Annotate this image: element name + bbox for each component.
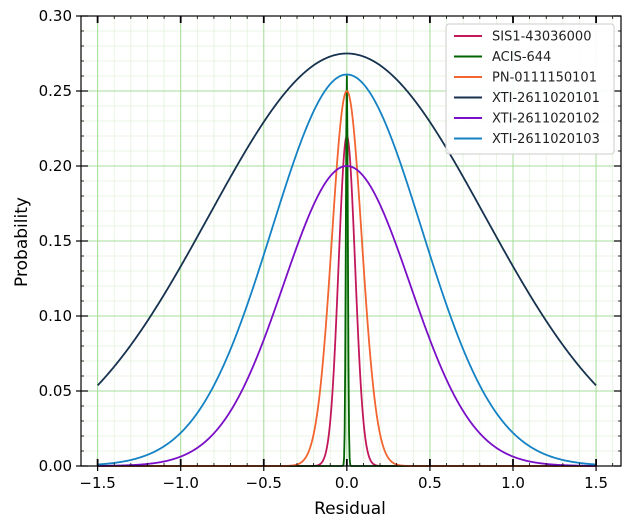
y-axis-label: Probability: [12, 197, 32, 287]
series-line-4: [96, 52, 597, 387]
y-tick-label: 0.25: [39, 82, 72, 100]
legend-label: XTI-2611020103: [492, 132, 600, 147]
y-tick-label: 0.00: [39, 457, 72, 475]
y-tick-label: 0.30: [39, 7, 72, 25]
y-tick-label: 0.20: [39, 157, 72, 175]
x-tick-label: −0.5: [246, 474, 282, 492]
x-tick-label: 1.0: [501, 474, 525, 492]
y-axis: 0.00 0.05 0.10 0.15 0.20 0.25 0.30: [39, 7, 621, 475]
legend-label: ACIS-644: [492, 50, 551, 65]
legend-label: PN-0111150101: [492, 71, 597, 86]
series-line-6: [97, 73, 597, 466]
x-tick-label: 1.5: [584, 474, 608, 492]
x-axis-label: Residual: [314, 499, 386, 519]
x-axis: −1.5 −1.0 −0.5 0.0 0.5 1.0 1.5: [79, 16, 614, 492]
y-tick-label: 0.05: [39, 382, 72, 400]
x-tick-label: −1.0: [162, 474, 198, 492]
legend-label: SIS1-43036000: [492, 30, 591, 45]
series-line-5: [97, 165, 597, 467]
x-tick-label: 0.0: [335, 474, 359, 492]
legend-label: XTI-2611020102: [492, 112, 600, 127]
x-tick-label: 0.5: [418, 474, 442, 492]
x-tick-label: −1.5: [79, 474, 115, 492]
plot-area: [80, 15, 622, 467]
legend-label: XTI-2611020101: [492, 91, 600, 106]
y-tick-label: 0.10: [39, 307, 72, 325]
y-tick-label: 0.15: [39, 232, 72, 250]
legend: SIS1-43036000 ACIS-644 PN-0111150101 XTI-26…: [445, 23, 615, 155]
legend-box: [445, 23, 615, 155]
